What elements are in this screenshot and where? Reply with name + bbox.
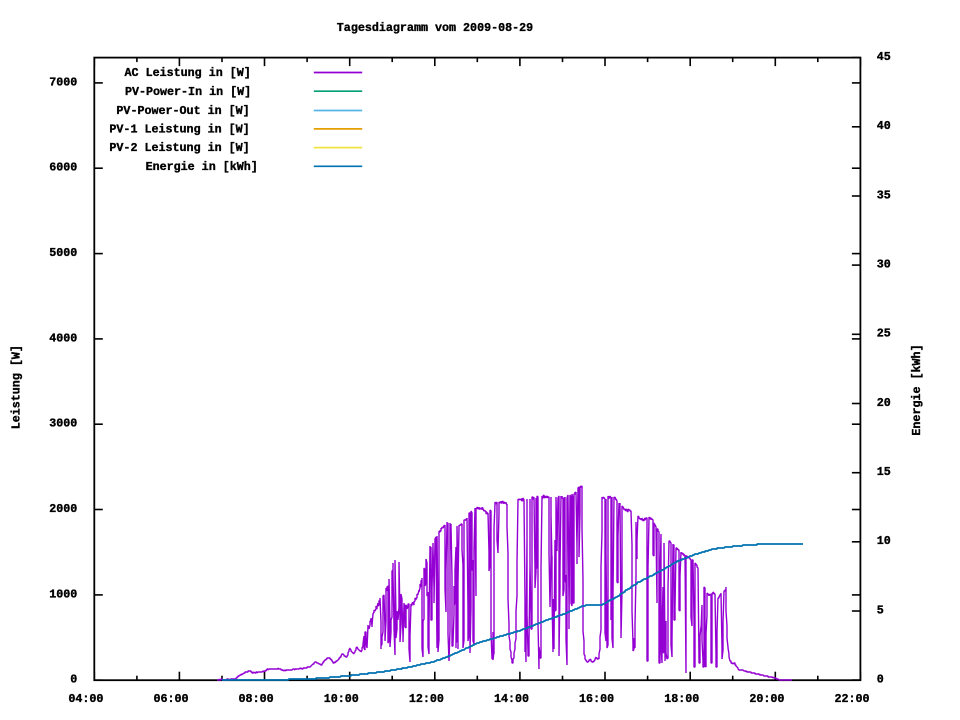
svg-text:6000: 6000 bbox=[49, 161, 77, 175]
svg-text:1000: 1000 bbox=[49, 587, 77, 601]
svg-text:25: 25 bbox=[877, 327, 891, 341]
svg-text:14:00: 14:00 bbox=[494, 692, 529, 706]
svg-text:20: 20 bbox=[877, 396, 891, 410]
svg-text:18:00: 18:00 bbox=[664, 692, 699, 706]
svg-text:Energie in [kWh]: Energie in [kWh] bbox=[146, 160, 258, 174]
svg-text:Tagesdiagramm vom 2009-08-29: Tagesdiagramm vom 2009-08-29 bbox=[337, 21, 533, 35]
svg-text:Energie [kWh]: Energie [kWh] bbox=[910, 344, 924, 435]
svg-text:PV-Power-Out in [W]: PV-Power-Out in [W] bbox=[116, 104, 249, 118]
svg-text:PV-Power-In in [W]: PV-Power-In in [W] bbox=[125, 85, 251, 99]
svg-text:10: 10 bbox=[877, 534, 891, 548]
svg-text:12:00: 12:00 bbox=[409, 692, 444, 706]
svg-text:AC Leistung in [W]: AC Leistung in [W] bbox=[125, 66, 251, 80]
svg-text:30: 30 bbox=[877, 258, 891, 272]
svg-text:3000: 3000 bbox=[49, 417, 77, 431]
svg-text:2000: 2000 bbox=[49, 502, 77, 516]
svg-text:4000: 4000 bbox=[49, 331, 77, 345]
svg-text:PV-2 Leistung in [W]: PV-2 Leistung in [W] bbox=[109, 141, 249, 155]
svg-text:0: 0 bbox=[70, 673, 77, 687]
svg-text:10:00: 10:00 bbox=[324, 692, 359, 706]
svg-text:16:00: 16:00 bbox=[579, 692, 614, 706]
svg-text:PV-1 Leistung in [W]: PV-1 Leistung in [W] bbox=[109, 123, 249, 137]
svg-text:04:00: 04:00 bbox=[68, 692, 103, 706]
svg-text:5: 5 bbox=[877, 603, 884, 617]
svg-text:06:00: 06:00 bbox=[153, 692, 188, 706]
svg-text:Leistung [W]: Leistung [W] bbox=[10, 345, 24, 429]
svg-text:08:00: 08:00 bbox=[239, 692, 274, 706]
svg-text:35: 35 bbox=[877, 188, 891, 202]
svg-text:45: 45 bbox=[877, 50, 891, 64]
svg-text:15: 15 bbox=[877, 465, 891, 479]
svg-text:0: 0 bbox=[877, 673, 884, 687]
svg-text:40: 40 bbox=[877, 119, 891, 133]
svg-text:5000: 5000 bbox=[49, 246, 77, 260]
svg-text:22:00: 22:00 bbox=[834, 692, 869, 706]
svg-text:7000: 7000 bbox=[49, 75, 77, 89]
svg-text:20:00: 20:00 bbox=[749, 692, 784, 706]
